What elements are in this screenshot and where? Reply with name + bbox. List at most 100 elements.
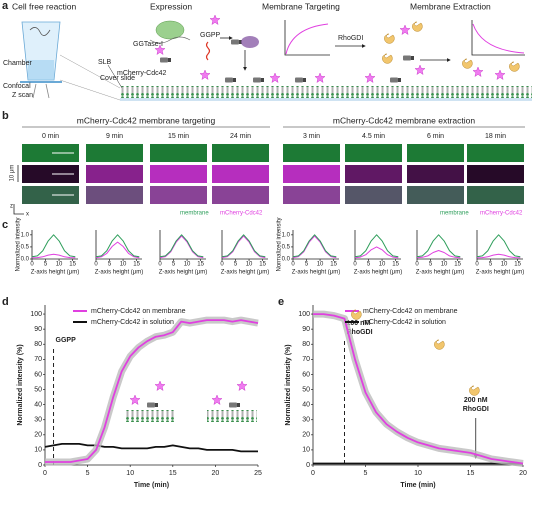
schematic-label: Z scan (12, 92, 33, 99)
protein-image-signal (150, 165, 207, 183)
star-icon (472, 66, 484, 77)
image-legend: membrane (440, 211, 469, 217)
star-icon (314, 72, 326, 83)
schematic-label: GGTase-I (133, 41, 163, 48)
x-tick-label: 10 (184, 262, 191, 268)
schematic-heading: Cell free reaction (12, 1, 77, 11)
series-line (292, 234, 337, 258)
pointer (107, 64, 123, 89)
star-icon (129, 394, 141, 405)
y-axis-label: Normalized intensity (%) (17, 344, 24, 425)
series-line (159, 235, 204, 259)
series-line (44, 443, 258, 453)
y-tick-label: 60 (302, 371, 310, 378)
axis-indicator-label: z (10, 204, 13, 210)
series-line (221, 235, 266, 259)
x-tick-label: 10 (379, 262, 386, 268)
star-icon (494, 69, 506, 80)
protein-image-signal (22, 165, 79, 183)
merged-image-signal (467, 186, 524, 204)
x-tick-label: 15 (133, 262, 140, 268)
zoom-line (59, 79, 121, 101)
y-tick-label: 10 (34, 447, 42, 454)
merged-image-signal (212, 186, 269, 204)
chamber-liquid (28, 60, 54, 80)
series-line (221, 234, 266, 258)
axis-indicator (13, 204, 24, 215)
x-axis-label: Time (min) (134, 482, 169, 489)
star-icon (414, 64, 426, 75)
y-tick-label: 30 (302, 417, 310, 424)
y-tick-label: 0 (38, 462, 42, 469)
series-line (476, 234, 521, 258)
x-tick-label: 5 (364, 470, 368, 477)
star-icon (236, 380, 248, 391)
y-tick-label: 40 (34, 401, 42, 408)
y-tick-label: 0.0 (282, 257, 291, 263)
x-tick-label: 20 (519, 470, 527, 477)
protein-image (407, 165, 464, 183)
membrane-image (467, 144, 524, 162)
y-tick-label: 80 (302, 341, 310, 348)
x-tick-label: 10 (56, 262, 63, 268)
series-line (416, 234, 461, 258)
y-tick-label: 10 (302, 447, 310, 454)
merged-image-signal (283, 186, 340, 204)
cdc42-icon (295, 77, 306, 83)
ggpp-icon (205, 41, 211, 61)
series-line (31, 234, 76, 258)
x-tick-label: 5 (429, 262, 433, 268)
membrane-image (212, 144, 269, 162)
merged-image-signal (22, 186, 79, 204)
y-tick-label: 80 (34, 341, 42, 348)
y-tick-label: 40 (302, 401, 310, 408)
cdc42-icon (229, 402, 240, 408)
membrane-image (407, 144, 464, 162)
cdc42-icon (390, 77, 401, 83)
series-line (354, 246, 399, 259)
time-label: 6 min (427, 133, 444, 140)
y-tick-label: 0.0 (21, 257, 30, 263)
merged-image (467, 186, 524, 204)
y-tick-label: 100 (30, 311, 42, 318)
time-label: 0 min (42, 133, 59, 140)
y-tick-label: 30 (34, 417, 42, 424)
y-tick-label: 100 (298, 311, 310, 318)
inset-axes (284, 20, 330, 56)
protein-image-signal (467, 165, 524, 183)
x-tick-label: 10 (441, 262, 448, 268)
merged-image-signal (86, 186, 143, 204)
x-tick-label: 15 (197, 262, 204, 268)
y-tick-label: 90 (302, 326, 310, 333)
schematic-label: Confocal (3, 83, 31, 90)
cover-slide (120, 98, 532, 101)
group-title: mCherry-Cdc42 membrane extraction (333, 115, 475, 125)
x-tick-label: 0 (158, 262, 162, 268)
mrna-icon (149, 36, 191, 44)
x-axis-label: Z-axis height (μm) (354, 270, 402, 276)
x-tick-label: 25 (254, 470, 262, 477)
rhogdi-icon (434, 339, 445, 350)
y-tick-label: 1.0 (282, 232, 291, 238)
annotation: RhoGDI (347, 329, 373, 336)
star-icon (364, 72, 376, 83)
objective (32, 83, 50, 99)
dna-icon (29, 27, 51, 36)
time-label: 9 min (106, 133, 123, 140)
series-line (292, 235, 337, 259)
x-tick-label: 15 (392, 262, 399, 268)
x-tick-label: 10 (317, 262, 324, 268)
annotation: 100 nM (347, 320, 371, 327)
axes (44, 305, 258, 466)
series-line (45, 319, 259, 463)
x-tick-label: 10 (246, 262, 253, 268)
y-tick-label: 0.5 (282, 244, 291, 250)
bilayer (120, 86, 532, 98)
ribosome-icon (155, 20, 185, 40)
rhogdi-icon (509, 61, 520, 72)
protein-image-signal (212, 165, 269, 183)
annotation: GGPP (56, 337, 77, 344)
panel-label: d (2, 296, 9, 308)
x-tick-label: 5 (172, 262, 176, 268)
